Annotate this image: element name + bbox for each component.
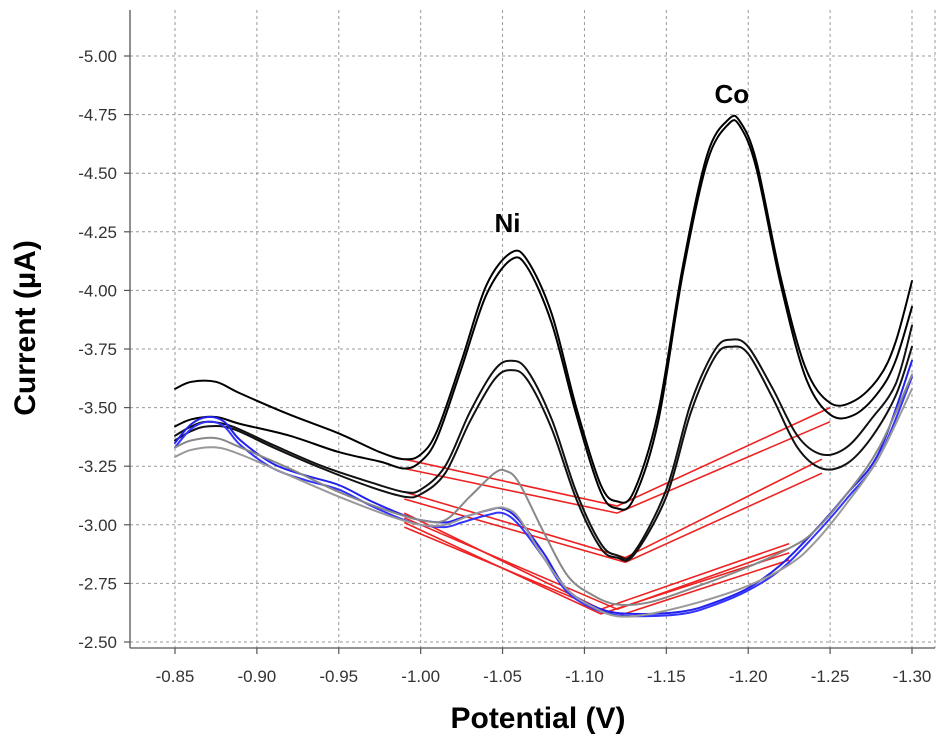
series-line <box>174 373 913 607</box>
axes <box>129 10 935 649</box>
y-tick-label: -3.00 <box>78 516 117 535</box>
y-tick-label: -3.75 <box>78 340 117 359</box>
series-curves <box>174 114 913 618</box>
series-line <box>174 387 913 618</box>
y-tick-label: -3.25 <box>78 457 117 476</box>
y-tick-labels: -5.00 -4.75 -4.50 -4.25 -4.00 -3.75 -3.50 -3.25… <box>78 47 117 652</box>
baseline-line <box>403 512 790 611</box>
x-tick-label: -0.90 <box>238 667 277 686</box>
baseline-line <box>404 406 831 507</box>
peak-annotation: Ni <box>494 208 520 238</box>
x-tick-label: -1.00 <box>401 667 440 686</box>
y-tick-label: -4.25 <box>78 223 117 242</box>
series-line <box>174 376 913 618</box>
y-tick-label: -2.50 <box>78 633 117 652</box>
y-axis-title: Current (µA) <box>9 240 42 416</box>
grid-lines <box>124 10 936 654</box>
x-tick-label: -1.15 <box>647 667 686 686</box>
x-tick-label: -1.10 <box>565 667 604 686</box>
x-tick-label: -1.05 <box>483 667 522 686</box>
x-tick-label: -1.25 <box>811 667 850 686</box>
x-tick-labels: -0.85 -0.90 -0.95 -1.00 -1.05 -1.10 -1.15 -1.20… <box>156 667 932 686</box>
series-line <box>174 114 913 504</box>
baseline-line <box>404 472 823 564</box>
series-line <box>174 324 913 560</box>
x-tick-label: -0.85 <box>156 667 195 686</box>
baseline-lines <box>403 406 831 618</box>
baseline-line <box>403 521 790 615</box>
series-line <box>174 345 913 562</box>
baseline-line <box>403 517 790 611</box>
x-axis-title: Potential (V) <box>450 702 625 735</box>
x-tick-label: -1.20 <box>729 667 768 686</box>
peak-annotation: Co <box>715 79 750 109</box>
x-tick-label: -0.95 <box>319 667 358 686</box>
baseline-line <box>404 420 831 514</box>
series-line <box>174 119 913 511</box>
annotations: Ni Co <box>494 79 749 238</box>
y-tick-label: -2.75 <box>78 574 117 593</box>
y-tick-label: -3.50 <box>78 399 117 418</box>
y-tick-label: -5.00 <box>78 47 117 66</box>
y-tick-label: -4.75 <box>78 106 117 125</box>
y-tick-label: -4.50 <box>78 164 117 183</box>
x-tick-label: -1.30 <box>893 667 932 686</box>
y-tick-label: -4.00 <box>78 281 117 300</box>
